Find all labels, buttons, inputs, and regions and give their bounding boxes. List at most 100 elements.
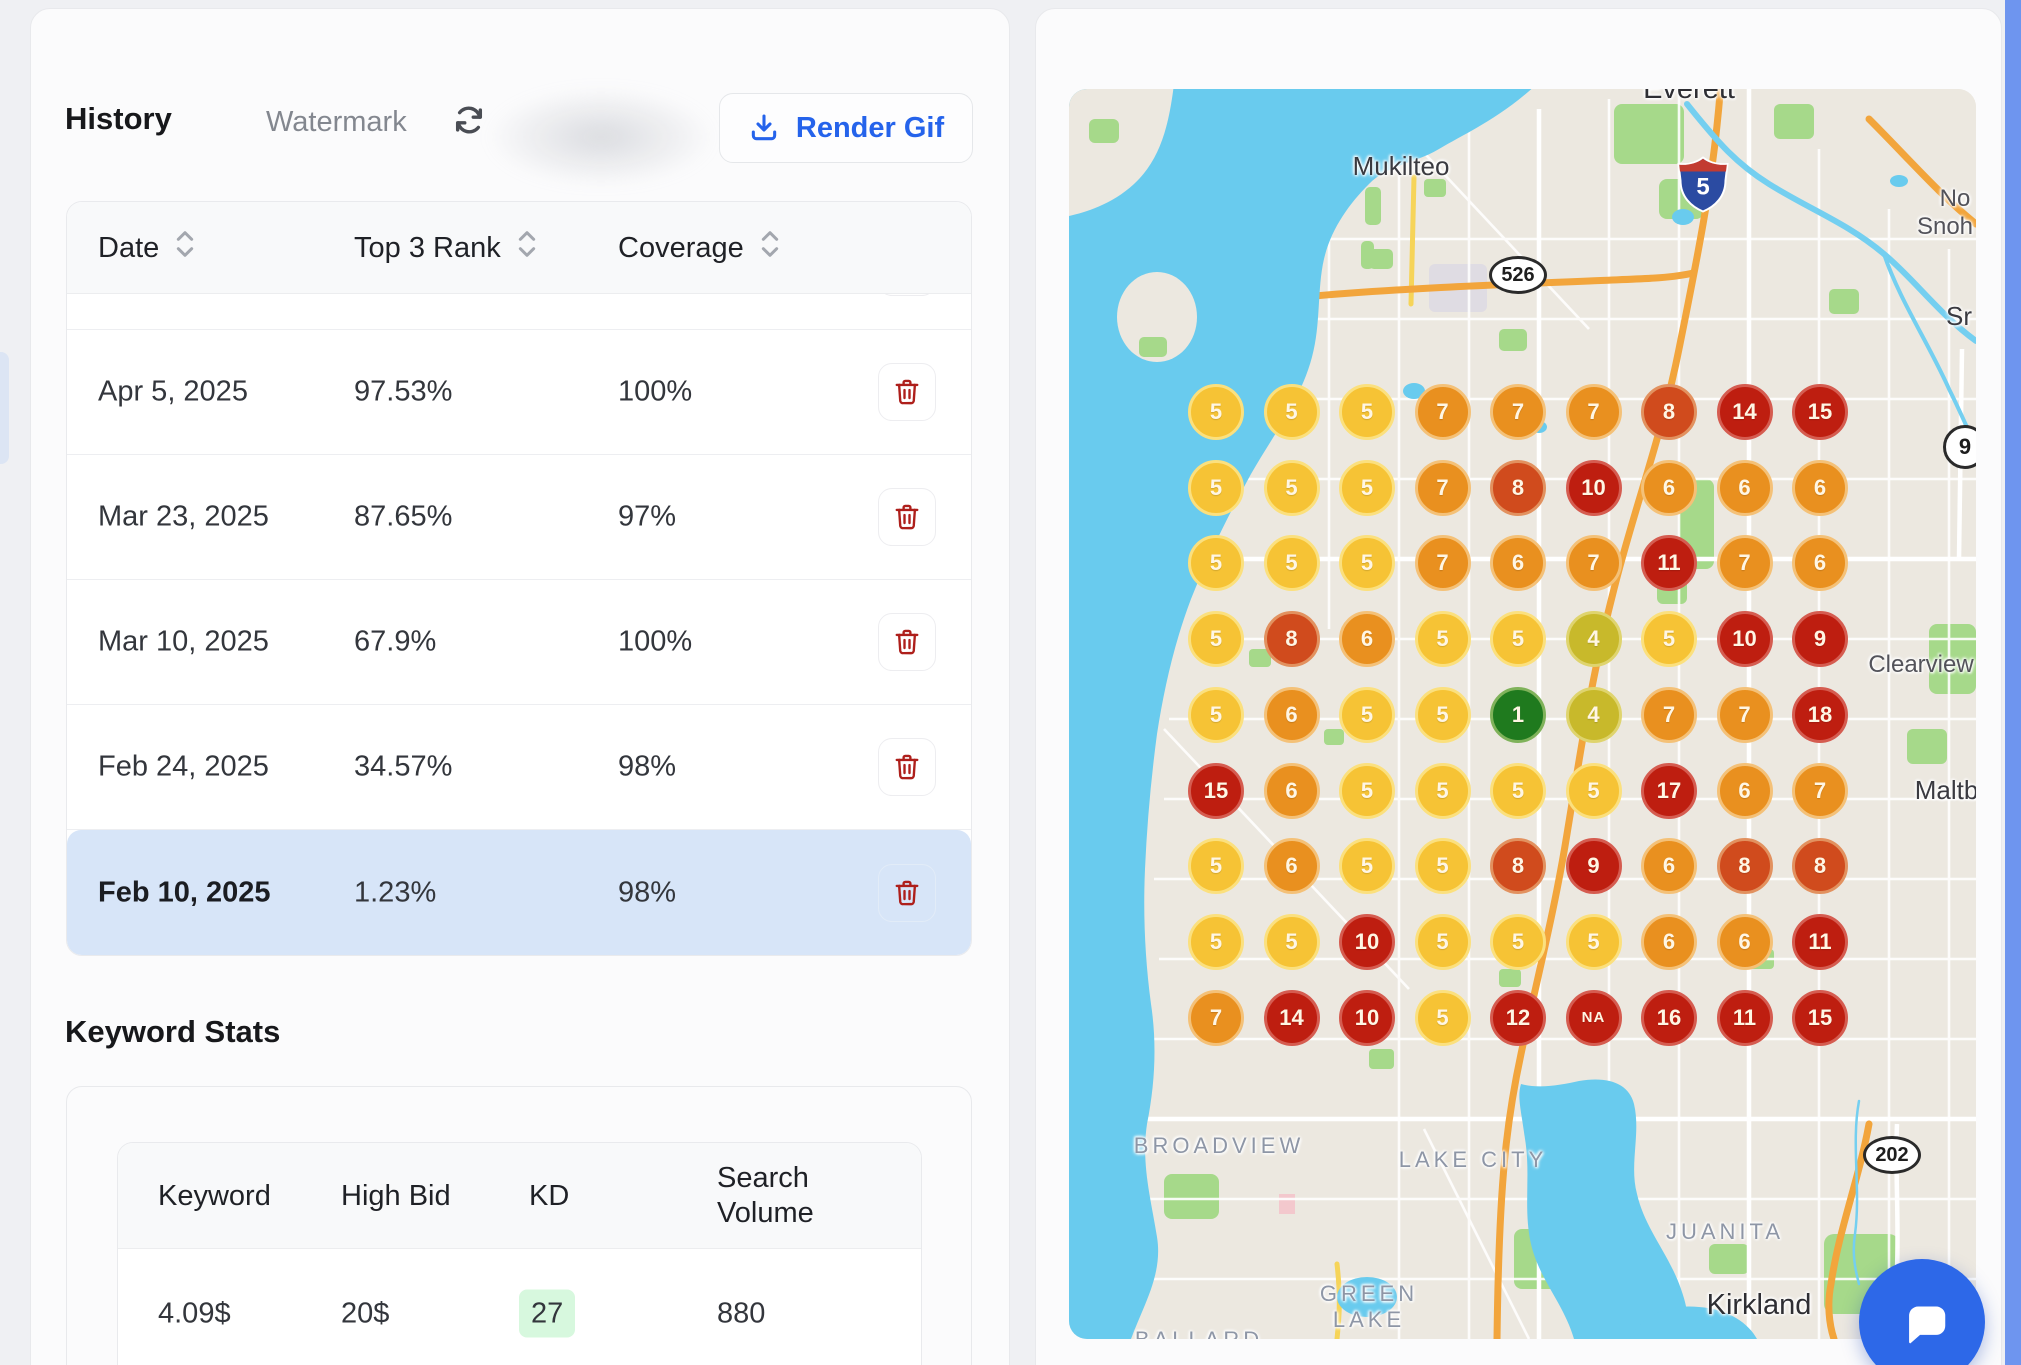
table-row[interactable]: Mar 10, 2025 67.9% 100%: [67, 580, 971, 705]
delete-row-button[interactable]: [878, 488, 936, 546]
rank-dot[interactable]: 6: [1792, 459, 1848, 516]
sort-icon[interactable]: [758, 229, 782, 267]
rank-dot[interactable]: 7: [1490, 384, 1546, 440]
rank-dot[interactable]: 5: [1490, 762, 1546, 819]
column-header-date[interactable]: Date: [98, 202, 197, 294]
rank-dot[interactable]: 4: [1565, 686, 1622, 743]
rank-dot[interactable]: 1: [1490, 686, 1546, 743]
rank-dot[interactable]: 5: [1263, 384, 1320, 440]
delete-row-button[interactable]: [878, 613, 936, 671]
rank-dot[interactable]: 7: [1565, 384, 1622, 440]
rank-dot[interactable]: 5: [1414, 762, 1471, 819]
rank-dot[interactable]: 14: [1716, 384, 1773, 440]
rank-dot[interactable]: 10: [1565, 459, 1622, 516]
rank-dot[interactable]: 7: [1641, 686, 1697, 743]
sort-icon[interactable]: [173, 229, 197, 267]
rank-dot[interactable]: 7: [1565, 535, 1622, 592]
delete-row-button[interactable]: [878, 363, 936, 421]
rank-dot[interactable]: 11: [1716, 989, 1773, 1046]
rank-dot[interactable]: 8: [1792, 838, 1848, 895]
rank-dot[interactable]: 5: [1188, 838, 1244, 895]
rank-dot[interactable]: 5: [1188, 535, 1244, 592]
rank-dot[interactable]: 7: [1792, 762, 1848, 819]
rank-dot[interactable]: 9: [1565, 838, 1622, 895]
rank-dot[interactable]: 5: [1339, 838, 1395, 895]
rank-dot[interactable]: 17: [1641, 762, 1697, 819]
rank-dot[interactable]: 7: [1716, 686, 1773, 743]
rank-dot[interactable]: 16: [1641, 989, 1697, 1046]
rank-dot[interactable]: 6: [1263, 686, 1320, 743]
rank-dot[interactable]: 7: [1188, 989, 1244, 1046]
rank-dot[interactable]: 10: [1339, 913, 1395, 970]
rank-dot[interactable]: 6: [1641, 459, 1697, 516]
rank-dot[interactable]: NA: [1565, 989, 1622, 1046]
rank-dot[interactable]: 6: [1716, 762, 1773, 819]
rank-dot[interactable]: 6: [1263, 838, 1320, 895]
rank-dot[interactable]: 4: [1565, 611, 1622, 668]
rank-dot[interactable]: 5: [1414, 838, 1471, 895]
rank-dot[interactable]: 15: [1792, 384, 1848, 440]
column-header-top3rank[interactable]: Top 3 Rank: [354, 202, 539, 294]
rank-dot[interactable]: 5: [1188, 384, 1244, 440]
sort-icon[interactable]: [515, 229, 539, 267]
rank-dot[interactable]: 15: [1188, 762, 1244, 819]
rank-dot[interactable]: 8: [1490, 838, 1546, 895]
rank-dot[interactable]: 5: [1490, 611, 1546, 668]
rank-dot[interactable]: 8: [1641, 384, 1697, 440]
table-row[interactable]: Mar 23, 2025 87.65% 97%: [67, 455, 971, 580]
rank-dot[interactable]: 18: [1792, 686, 1848, 743]
rank-dot[interactable]: 6: [1641, 913, 1697, 970]
table-row[interactable]: Feb 10, 2025 1.23% 98%: [67, 830, 971, 955]
rank-dot[interactable]: 6: [1339, 611, 1395, 668]
rank-dot[interactable]: 6: [1716, 913, 1773, 970]
rank-dot[interactable]: 7: [1414, 535, 1471, 592]
rank-dot[interactable]: 6: [1716, 459, 1773, 516]
rank-dot[interactable]: 5: [1339, 686, 1395, 743]
rank-dot[interactable]: 7: [1414, 459, 1471, 516]
rank-dot[interactable]: 11: [1792, 913, 1848, 970]
rank-dot[interactable]: 5: [1414, 686, 1471, 743]
rank-dot[interactable]: 5: [1339, 459, 1395, 516]
render-gif-button[interactable]: Render Gif: [719, 93, 973, 163]
delete-row-button[interactable]: [878, 863, 936, 922]
delete-row-button[interactable]: [878, 294, 936, 296]
rank-dot[interactable]: 5: [1565, 913, 1622, 970]
rank-dot[interactable]: 6: [1641, 838, 1697, 895]
rank-dot[interactable]: 5: [1188, 913, 1244, 970]
rank-dot[interactable]: 7: [1716, 535, 1773, 592]
column-header-coverage[interactable]: Coverage: [618, 202, 782, 294]
history-rows-viewport[interactable]: Apr 19, 2025100%100% Apr 5, 2025 97.53% 100…: [67, 294, 971, 955]
rank-dot[interactable]: 5: [1414, 989, 1471, 1046]
rank-dot[interactable]: 8: [1263, 611, 1320, 668]
table-row[interactable]: Apr 5, 2025 97.53% 100%: [67, 330, 971, 455]
rank-dot[interactable]: 5: [1188, 611, 1244, 668]
rank-dot[interactable]: 6: [1490, 535, 1546, 592]
rank-dot[interactable]: 5: [1414, 611, 1471, 668]
rank-dot[interactable]: 11: [1641, 535, 1697, 592]
rank-dot[interactable]: 5: [1339, 762, 1395, 819]
rank-dot[interactable]: 12: [1490, 989, 1546, 1046]
rank-dot[interactable]: 8: [1490, 459, 1546, 516]
rank-dot[interactable]: 5: [1641, 611, 1697, 668]
rank-dot[interactable]: 5: [1565, 762, 1622, 819]
rank-dot[interactable]: 10: [1716, 611, 1773, 668]
rank-dot[interactable]: 9: [1792, 611, 1848, 668]
rank-dot[interactable]: 6: [1263, 762, 1320, 819]
rank-dot[interactable]: 5: [1339, 535, 1395, 592]
rank-dot[interactable]: 5: [1263, 913, 1320, 970]
rank-dot[interactable]: 5: [1490, 913, 1546, 970]
rank-dot[interactable]: 14: [1263, 989, 1320, 1046]
rank-dot[interactable]: 5: [1339, 384, 1395, 440]
chat-widget-button[interactable]: [1859, 1259, 1985, 1365]
rank-dot[interactable]: 6: [1792, 535, 1848, 592]
rank-dot[interactable]: 15: [1792, 989, 1848, 1046]
delete-row-button[interactable]: [878, 738, 936, 796]
rank-dot[interactable]: 5: [1263, 535, 1320, 592]
rank-dot[interactable]: 5: [1263, 459, 1320, 516]
table-row[interactable]: Apr 19, 2025100%100%: [67, 294, 971, 330]
rank-dot[interactable]: 5: [1188, 686, 1244, 743]
table-row[interactable]: Feb 24, 2025 34.57% 98%: [67, 705, 971, 830]
rank-dot[interactable]: 7: [1414, 384, 1471, 440]
rank-dot[interactable]: 5: [1414, 913, 1471, 970]
